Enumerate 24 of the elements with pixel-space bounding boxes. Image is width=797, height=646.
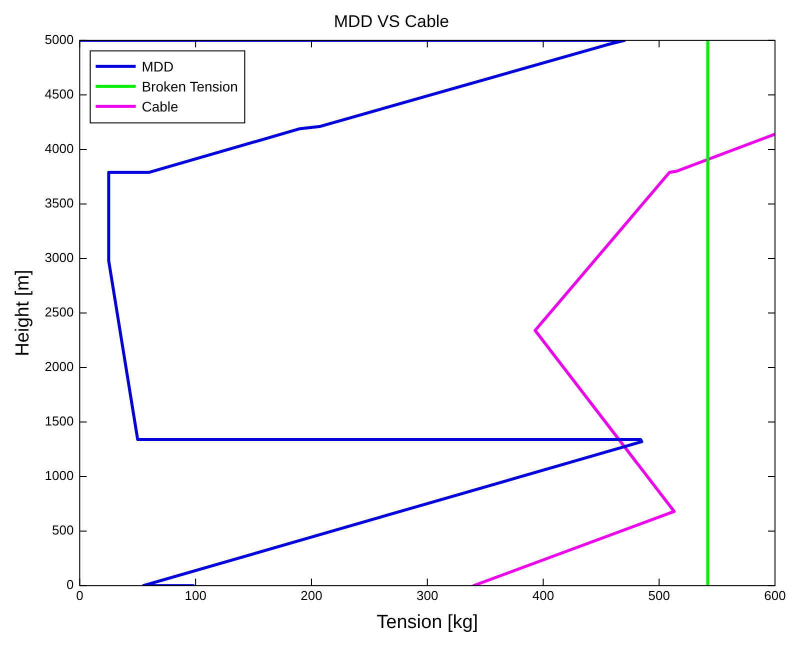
x-tick-label: 500 bbox=[648, 588, 670, 603]
y-tick-label: 3500 bbox=[44, 196, 74, 211]
y-tick-label: 1000 bbox=[44, 468, 74, 484]
y-tick-label: 5000 bbox=[44, 32, 74, 47]
y-tick-label: 4500 bbox=[44, 86, 74, 102]
x-axis-title: Tension [kg] bbox=[376, 612, 478, 633]
y-tick-label: 3000 bbox=[44, 250, 74, 266]
y-tick-label: 2000 bbox=[44, 359, 74, 374]
x-tick-label: 300 bbox=[416, 588, 438, 603]
y-tick-label: 1500 bbox=[44, 414, 74, 429]
y-tick-label: 2500 bbox=[44, 304, 74, 320]
y-axis-title: Height [m] bbox=[12, 270, 34, 356]
y-tick-label: 500 bbox=[52, 522, 74, 538]
y-tick-label: 0 bbox=[66, 577, 74, 592]
x-tick-label: 100 bbox=[184, 588, 206, 603]
legend-label: Broken Tension bbox=[142, 78, 238, 94]
legend-label: MDD bbox=[142, 58, 174, 74]
y-tick-label: 4000 bbox=[44, 141, 74, 156]
chart-title: MDD VS Cable bbox=[334, 12, 450, 31]
x-tick-label: 0 bbox=[76, 588, 84, 603]
legend-label: Cable bbox=[142, 98, 179, 114]
x-tick-label: 400 bbox=[532, 588, 554, 603]
x-tick-label: 200 bbox=[300, 588, 322, 603]
x-tick-label: 600 bbox=[764, 588, 786, 603]
